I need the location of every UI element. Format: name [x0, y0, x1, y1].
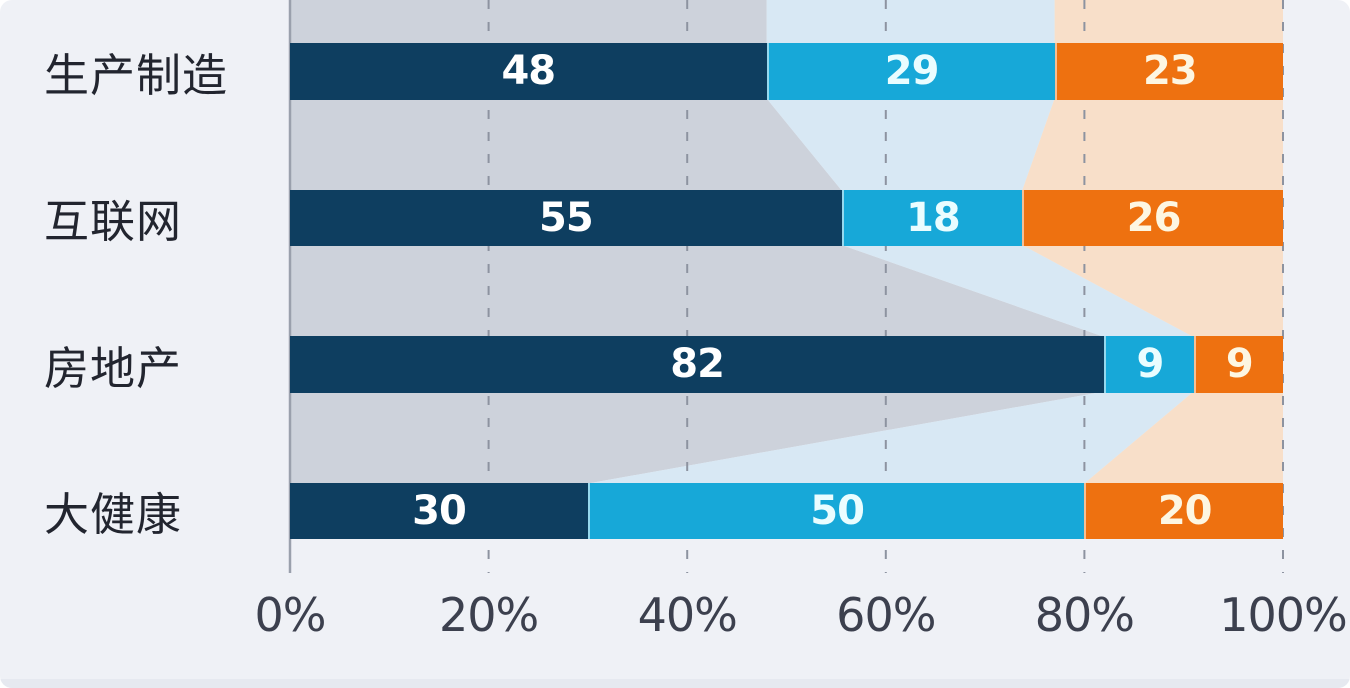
ribbon-segment-1: [290, 0, 767, 44]
ribbon-segment-3: [1022, 98, 1283, 191]
ribbon-segment-1: [290, 98, 842, 191]
bar-row: 30 50 20: [290, 482, 1283, 539]
bar-value-label: 23: [1142, 48, 1198, 95]
bar-value-label: 18: [906, 194, 961, 241]
bar-segment-3: 9: [1193, 336, 1283, 393]
bar-segment-3: 26: [1022, 189, 1283, 246]
x-tick-label: 20%: [438, 588, 539, 642]
bar-segment-2: 50: [587, 482, 1085, 539]
ribbon-segment-3: [1022, 245, 1283, 337]
bar-row: 82 9 9: [290, 336, 1283, 393]
ribbon-segment-2: [766, 98, 1055, 191]
ribbon-segment-1: [290, 245, 1105, 337]
bar-value-label: 20: [1157, 487, 1213, 534]
x-tick-label: 100%: [1219, 588, 1348, 642]
ribbon-segment-2: [766, 0, 1055, 44]
category-label: 互联网: [44, 195, 183, 249]
bar-segment-3: 23: [1054, 43, 1283, 100]
bar-value-label: 82: [670, 341, 725, 388]
bar-segment-1: 48: [290, 43, 767, 100]
ribbon-segment-3: [1054, 0, 1283, 44]
bar-segment-1: 82: [290, 336, 1105, 393]
category-label: 房地产: [44, 341, 183, 395]
ribbon-segment-3: [1084, 391, 1283, 484]
x-tick-label: 60%: [836, 588, 936, 642]
bar-value-label: 26: [1126, 194, 1182, 241]
bar-row: 48 29 23: [290, 43, 1283, 100]
bar-segment-2: 18: [841, 189, 1023, 246]
category-label: 大健康: [44, 488, 183, 542]
bar-value-label: 9: [1225, 341, 1254, 388]
bar-value-label: 55: [538, 194, 594, 241]
category-label: 生产制造: [44, 48, 229, 102]
ribbon-segment-1: [290, 391, 1105, 484]
ribbon-segment-2: [587, 391, 1194, 484]
bar-value-label: 50: [810, 487, 865, 534]
bar-value-label: 9: [1136, 341, 1165, 388]
bar-segment-1: 30: [290, 482, 588, 539]
ribbon-segment-2: [841, 245, 1194, 337]
bar-value-label: 48: [501, 48, 556, 95]
x-tick-label: 40%: [637, 588, 738, 642]
bar-segment-2: 29: [766, 43, 1055, 100]
bar-segment-3: 20: [1084, 482, 1283, 539]
bar-segment-1: 55: [290, 189, 842, 246]
bar-value-label: 30: [412, 487, 467, 534]
bar-segment-2: 9: [1104, 336, 1194, 393]
x-tick-label: 0%: [254, 588, 327, 642]
bar-value-label: 29: [884, 48, 940, 95]
x-tick-label: 80%: [1034, 588, 1135, 642]
bottom-edge-strip: [0, 679, 1350, 688]
bar-row: 55 18 26: [290, 189, 1283, 246]
